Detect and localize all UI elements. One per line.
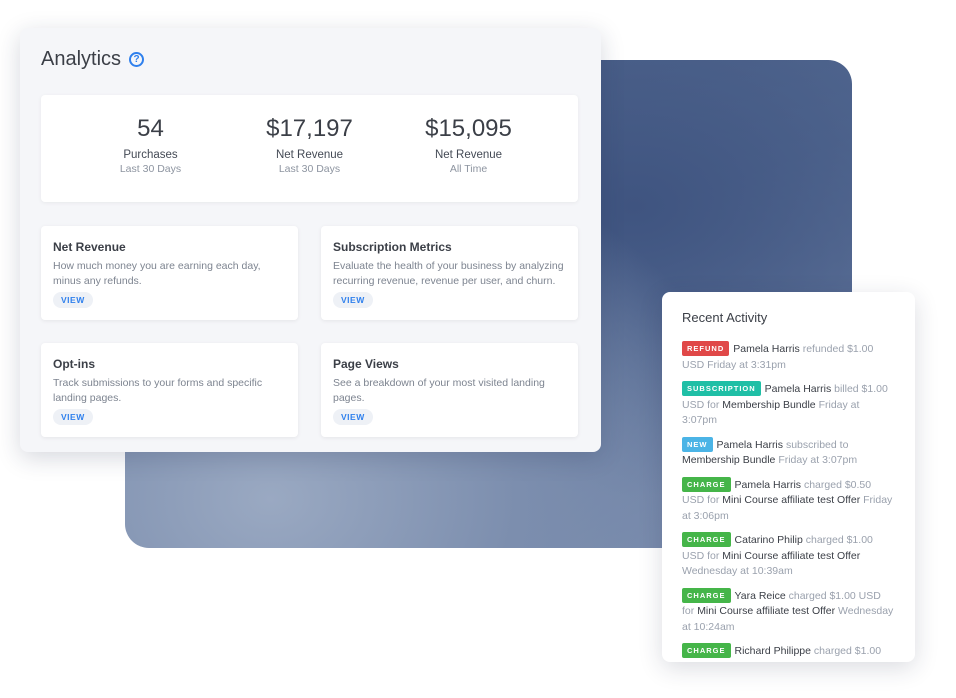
customer-name: Catarino Philip (734, 534, 803, 546)
card-subscription-metrics: Subscription Metrics Evaluate the health… (321, 226, 578, 320)
activity-time: Friday at 3:07pm (682, 398, 860, 427)
view-button[interactable]: VIEW (333, 292, 373, 308)
activity-text: charged $0.50 USD for (682, 478, 872, 507)
stat-label: Net Revenue (434, 149, 503, 161)
stat-value: 54 (137, 115, 164, 142)
customer-name: Pamela Harris (734, 478, 802, 491)
activity-time: Friday at 3:31pm (707, 358, 786, 371)
view-button[interactable]: VIEW (333, 409, 373, 425)
activity-text: charged $1.00 USD for (682, 589, 881, 618)
activity-item: CHARGE Pamela Harris charged $0.50 USD fo… (682, 476, 895, 525)
activity-badge: CHARGE (682, 532, 731, 547)
activity-badge: CHARGE (682, 587, 731, 603)
product-name: Membership Bundle (682, 454, 776, 466)
card-description: Evaluate the health of your business by … (333, 260, 564, 287)
activity-item: SUBSCRIPTION Pamela Harris billed $1.00 U… (682, 381, 895, 429)
activity-item: CHARGE Yara Reice charged $1.00 USD for M… (682, 587, 895, 636)
activity-time: Wednesday at 10:24am (682, 605, 894, 633)
activity-text: billed $1.00 USD for (682, 383, 888, 411)
analytics-header: Analytics ? (41, 48, 145, 71)
recent-activity-panel: Recent Activity REFUND Pamela Harris refu… (662, 292, 915, 662)
activity-item: NEW Pamela Harris subscribed to Membershi… (682, 436, 895, 469)
stat-purchases: 54 Purchases Last 30 Days (71, 95, 230, 202)
stat-label: Purchases (123, 149, 178, 161)
view-button[interactable]: VIEW (53, 292, 93, 308)
activity-title: Recent Activity (682, 310, 768, 325)
stats-card: 54 Purchases Last 30 Days $17,197 Net Re… (41, 95, 578, 202)
stat-value: $15,095 (425, 115, 512, 142)
activity-time: Wednesday at 10:39am (682, 565, 793, 577)
card-title: Opt-ins (53, 357, 95, 371)
customer-name: Richard Philippe (734, 645, 811, 657)
card-description: See a breakdown of your most visited lan… (333, 377, 545, 404)
activity-text: charged $1.00 (813, 645, 882, 657)
activity-item: CHARGE Richard Philippe charged $1.00 (682, 643, 895, 660)
activity-badge: CHARGE (682, 643, 731, 658)
activity-text: charged $1.00 USD for (682, 534, 873, 562)
view-button[interactable]: VIEW (53, 409, 93, 425)
analytics-panel: Analytics ? 54 Purchases Last 30 Days $1… (20, 28, 601, 452)
activity-badge: SUBSCRIPTION (682, 381, 761, 396)
activity-badge: CHARGE (682, 476, 731, 492)
activity-item: CHARGE Catarino Philip charged $1.00 USD … (682, 532, 895, 580)
card-title: Page Views (333, 357, 399, 371)
card-title: Subscription Metrics (333, 240, 452, 254)
stat-sublabel: Last 30 Days (119, 163, 182, 175)
activity-time: Friday at 3:07pm (778, 454, 858, 466)
card-description: How much money you are earning each day,… (53, 260, 261, 287)
product-name: Mini Course affiliate test Offer (697, 605, 836, 617)
card-net-revenue: Net Revenue How much money you are earni… (41, 226, 298, 320)
customer-name: Pamela Harris (716, 438, 784, 451)
stat-label: Net Revenue (275, 149, 344, 161)
activity-time: Friday at 3:06pm (682, 494, 893, 522)
activity-text: subscribed to (785, 438, 849, 451)
product-name: Mini Course affiliate test Offer (722, 494, 861, 506)
card-title: Net Revenue (53, 240, 126, 254)
stat-sublabel: Last 30 Days (278, 163, 341, 175)
activity-badge: NEW (682, 436, 713, 452)
page-title: Analytics (41, 48, 122, 70)
card-page-views: Page Views See a breakdown of your most … (321, 343, 578, 437)
stat-value: $17,197 (266, 115, 353, 142)
activity-text: refunded $1.00 USD (682, 343, 874, 371)
product-name: Mini Course affiliate test Offer (722, 549, 861, 562)
card-description: Track submissions to your forms and spec… (53, 377, 263, 404)
customer-name: Pamela Harris (733, 343, 800, 355)
stat-net-revenue-30d: $17,197 Net Revenue Last 30 Days (230, 95, 389, 202)
activity-item: REFUND Pamela Harris refunded $1.00 USD F… (682, 341, 895, 373)
customer-name: Yara Reice (734, 589, 786, 602)
customer-name: Pamela Harris (764, 383, 832, 395)
card-opt-ins: Opt-ins Track submissions to your forms … (41, 343, 298, 437)
activity-badge: REFUND (682, 341, 730, 356)
activity-list: REFUND Pamela Harris refunded $1.00 USD F… (682, 341, 895, 660)
stat-net-revenue-all: $15,095 Net Revenue All Time (389, 95, 548, 202)
product-name: Membership Bundle (722, 398, 816, 411)
question-circle-icon[interactable]: ? (129, 52, 145, 67)
stat-sublabel: All Time (449, 163, 488, 175)
